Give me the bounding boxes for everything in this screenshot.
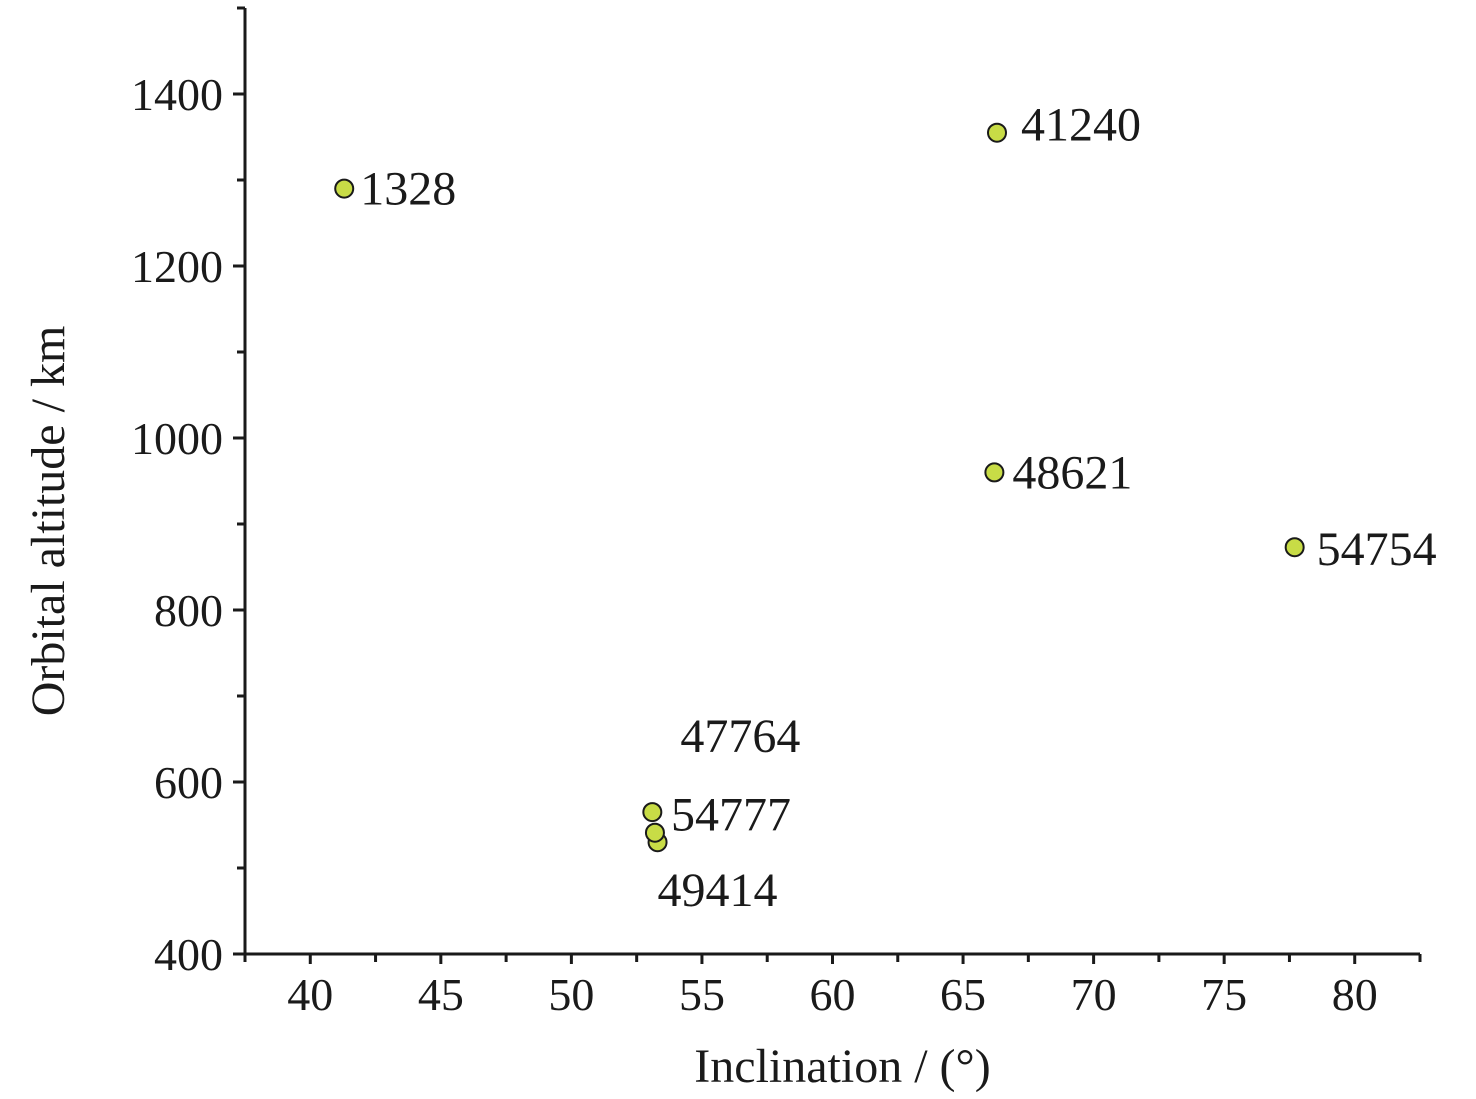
- y-tick-label: 1400: [131, 69, 223, 120]
- point-labels: 1328 41240 48621 54754 47764 54777 49414: [360, 99, 1436, 918]
- point-label: 48621: [1012, 446, 1132, 499]
- y-ticks: 400 600 800 1000 1200 1400: [131, 6, 245, 980]
- y-tick-label: 1200: [131, 241, 223, 292]
- x-tick-label: 40: [287, 969, 333, 1020]
- x-tick-label: 65: [940, 969, 986, 1020]
- axes: [243, 8, 1420, 956]
- x-axis-title: Inclination / (°): [694, 1040, 990, 1093]
- point-label: 41240: [1021, 99, 1141, 152]
- data-point: [987, 122, 1007, 143]
- point-label: 49414: [658, 864, 778, 917]
- point-label: 47764: [680, 710, 800, 763]
- data-point: [644, 822, 665, 843]
- x-tick-label: 50: [548, 969, 594, 1020]
- y-tick-label: 1000: [131, 413, 223, 464]
- x-tick-label: 60: [810, 969, 856, 1020]
- point-label: 54777: [671, 789, 791, 842]
- y-tick-label: 600: [154, 757, 223, 808]
- data-points: [334, 122, 1305, 853]
- x-tick-label: 55: [679, 969, 725, 1020]
- y-axis-title: Orbital altitude / km: [22, 326, 75, 717]
- data-point: [984, 462, 1005, 483]
- y-tick-label: 800: [154, 585, 223, 636]
- x-tick-label: 80: [1332, 969, 1378, 1020]
- data-point: [642, 802, 663, 823]
- x-ticks: 40 45 50 55 60 65 70 75 80: [243, 954, 1422, 1020]
- point-label: 54754: [1317, 523, 1437, 576]
- data-point: [334, 178, 355, 199]
- point-label: 1328: [360, 163, 456, 216]
- x-tick-label: 45: [418, 969, 464, 1020]
- y-tick-label: 400: [154, 929, 223, 980]
- x-tick-label: 70: [1071, 969, 1117, 1020]
- data-point: [1284, 537, 1305, 558]
- x-tick-label: 75: [1201, 969, 1247, 1020]
